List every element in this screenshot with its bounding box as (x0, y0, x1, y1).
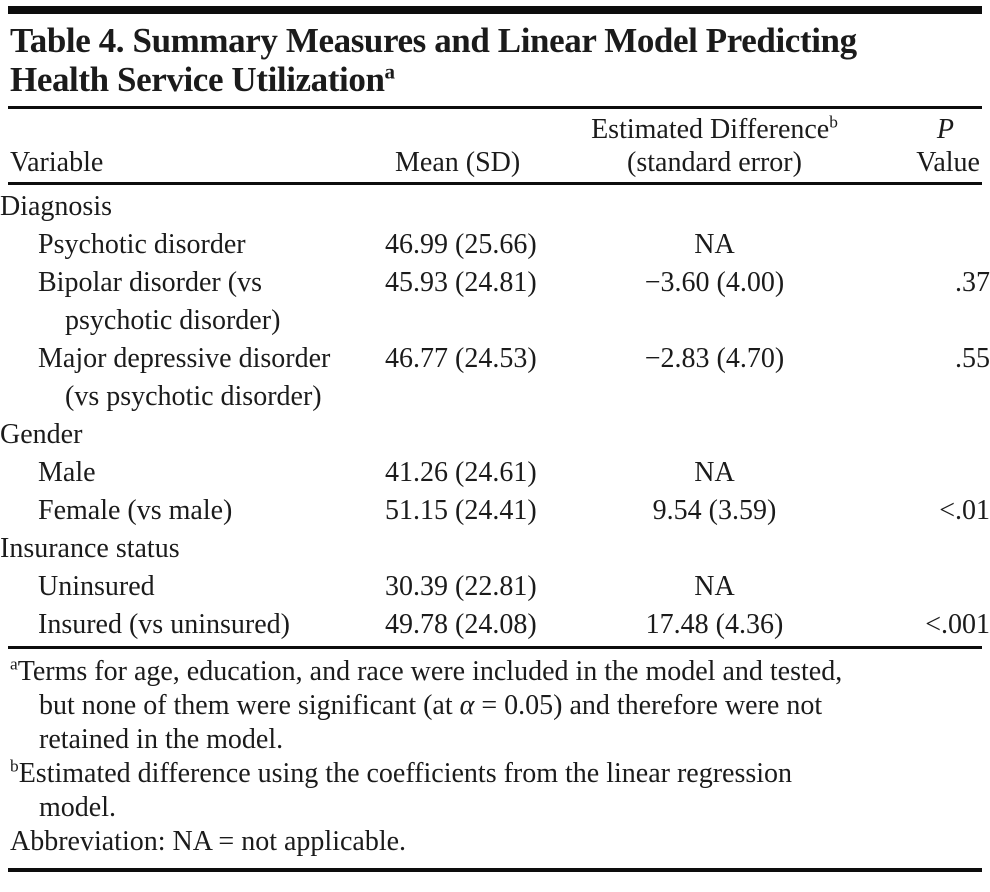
row-bipolar-disorder: Bipolar disorder (vs psychotic disorder)… (0, 264, 990, 340)
mean-sd-cell: 46.99 (25.66) (385, 229, 537, 260)
variable-cell: Psychotic disorder (38, 229, 246, 260)
variable-cell: Insured (vs uninsured) (38, 609, 290, 640)
estimated-difference-cell (547, 530, 882, 568)
footnote-a-text-pre: Terms for age, education, and race were … (17, 655, 843, 721)
table-body: Diagnosis Psychotic disorder 46.99 (25.6… (0, 185, 990, 646)
row-insurance-status-group: Insurance status (0, 530, 990, 568)
footnote-b: bEstimated difference using the coeffici… (10, 757, 872, 825)
p-value-cell: .55 (955, 343, 990, 374)
mean-sd-cell (385, 416, 547, 454)
body-rule (8, 646, 982, 649)
estimated-difference-cell: 17.48 (4.36) (645, 609, 784, 640)
variable-cell: Female (vs male) (38, 495, 233, 526)
row-insured: Insured (vs uninsured) 49.78 (24.08) 17.… (0, 606, 990, 644)
estimated-difference-cell (547, 188, 882, 226)
mean-sd-cell: 30.39 (22.81) (385, 571, 537, 602)
footnote-a-text-post: = 0.05) and therefore were not retained … (39, 689, 823, 755)
variable-cell: Male (38, 457, 96, 488)
header-standard-error-line2: (standard error) (627, 147, 802, 178)
top-rule (8, 6, 982, 14)
estimated-difference-cell: NA (694, 457, 735, 488)
header-footnote-marker-b: b (829, 112, 838, 132)
header-rule (8, 182, 982, 185)
estimated-difference-cell: −2.83 (4.70) (644, 343, 785, 374)
estimated-difference-cell: NA (694, 229, 735, 260)
p-value-cell (882, 568, 990, 606)
variable-cell: Diagnosis (0, 191, 112, 222)
estimated-difference-cell (547, 416, 882, 454)
p-value-cell (882, 226, 990, 264)
header-value-line2: Value (916, 147, 980, 178)
variable-cell: Major depressive disorder (vs psychotic … (38, 343, 331, 412)
p-value-cell: <.001 (925, 609, 990, 640)
table-figure: Table 4. Summary Measures and Linear Mod… (0, 6, 990, 872)
p-value-cell: <.01 (939, 495, 990, 526)
row-male: Male 41.26 (24.61) NA (0, 454, 990, 492)
mean-sd-cell: 41.26 (24.61) (385, 457, 537, 488)
row-gender-group: Gender (0, 416, 990, 454)
header-estimated-difference-line1: Estimated Difference (591, 114, 830, 145)
mean-sd-cell: 46.77 (24.53) (385, 343, 537, 374)
p-value-cell (882, 416, 990, 454)
table-title-line2: Health Service Utilization (10, 60, 385, 99)
footnote-b-marker: b (10, 756, 19, 776)
footnote-a-marker: a (10, 654, 18, 674)
mean-sd-cell (385, 530, 547, 568)
p-value-cell: .37 (955, 267, 990, 298)
footnote-abbreviation: Abbreviation: NA = not applicable. (10, 825, 407, 857)
variable-cell: Gender (0, 419, 83, 450)
mean-sd-cell: 49.78 (24.08) (385, 609, 537, 640)
p-value-cell (882, 454, 990, 492)
header-estimated-difference: Estimated Differenceb (standard error) (557, 113, 872, 179)
p-value-cell (882, 188, 990, 226)
header-p-value: P Value (872, 113, 980, 179)
estimated-difference-cell: 9.54 (3.59) (652, 495, 777, 526)
table-title: Table 4. Summary Measures and Linear Mod… (0, 14, 990, 106)
row-diagnosis-group: Diagnosis (0, 188, 990, 226)
header-p-line1: P (936, 114, 954, 145)
table-title-line1: Table 4. Summary Measures and Linear Mod… (10, 21, 857, 60)
header-variable: Variable (10, 147, 104, 178)
footnote-a-alpha-symbol: α (459, 689, 475, 721)
title-rule (8, 106, 982, 109)
row-uninsured: Uninsured 30.39 (22.81) NA (0, 568, 990, 606)
variable-cell: Bipolar disorder (vs psychotic disorder) (38, 267, 281, 336)
row-psychotic-disorder: Psychotic disorder 46.99 (25.66) NA (0, 226, 990, 264)
footnote-a: aTerms for age, education, and race were… (10, 655, 872, 757)
variable-cell: Insurance status (0, 533, 180, 564)
p-value-cell (882, 530, 990, 568)
variable-cell: Uninsured (38, 571, 155, 602)
estimated-difference-cell: NA (694, 571, 735, 602)
footnote-b-text: Estimated difference using the coefficie… (18, 757, 793, 823)
estimated-difference-cell: −3.60 (4.00) (644, 267, 785, 298)
table-title-footnote-marker: a (384, 59, 396, 84)
bottom-rule (8, 867, 982, 872)
header-mean-sd: Mean (SD) (395, 147, 521, 178)
mean-sd-cell: 45.93 (24.81) (385, 267, 537, 298)
table-header-row: Variable Mean (SD) Estimated Differenceb… (0, 109, 990, 182)
row-major-depressive-disorder: Major depressive disorder (vs psychotic … (0, 340, 990, 416)
mean-sd-cell (385, 188, 547, 226)
mean-sd-cell: 51.15 (24.41) (385, 495, 537, 526)
footnotes: aTerms for age, education, and race were… (0, 649, 990, 868)
row-female: Female (vs male) 51.15 (24.41) 9.54 (3.5… (0, 492, 990, 530)
